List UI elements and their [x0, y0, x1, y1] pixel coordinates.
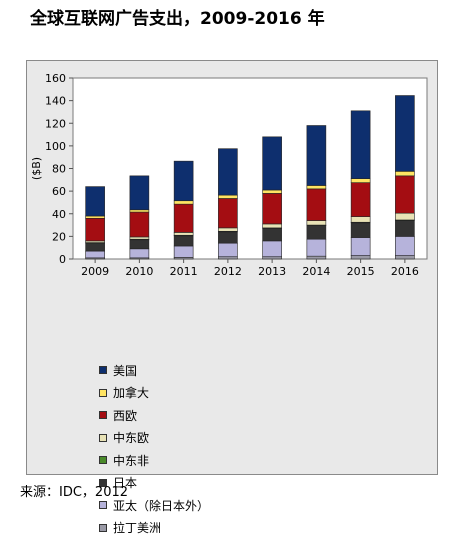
y-tick-label: 120 [45, 117, 66, 130]
y-tick-label: 60 [52, 185, 66, 198]
bar-segment [395, 95, 415, 172]
legend-swatch [99, 366, 107, 374]
bar-segment [350, 222, 371, 238]
bar-segment [129, 236, 150, 240]
bar-segment [85, 250, 105, 259]
x-tick-label: 2015 [347, 265, 375, 278]
bar-segment [173, 203, 194, 233]
source-note: 来源：IDC，2012 [20, 485, 129, 500]
bar-segment [129, 239, 150, 250]
bar-segment [350, 110, 371, 179]
y-tick-label: 140 [45, 95, 66, 108]
y-tick-label: 20 [52, 230, 66, 243]
plot-area [72, 77, 428, 260]
bar-segment [85, 215, 105, 219]
page-title: 全球互联网广告支出，2009-2016 年 [30, 9, 325, 29]
bar-segment [218, 231, 238, 244]
x-tick-label: 2014 [302, 265, 330, 278]
bar-segment [218, 198, 238, 229]
legend-label: 西欧 [113, 408, 138, 423]
bar-segment [306, 188, 327, 221]
y-tick-label: 80 [52, 163, 66, 176]
bar-segment [173, 232, 194, 236]
bar-segment [129, 175, 150, 211]
legend-label: 中东欧 [113, 431, 150, 445]
bar-segment [395, 236, 415, 256]
bar-segment [173, 235, 194, 247]
bar-segment [306, 125, 327, 186]
bar-segment [395, 220, 415, 237]
bar-segment [218, 242, 238, 258]
legend-label: 拉丁美洲 [113, 521, 162, 535]
bar-segment [306, 238, 327, 257]
bar-segment [218, 148, 238, 196]
bar-segment [129, 211, 150, 238]
y-tick-label: 40 [52, 208, 66, 221]
bar-segment [395, 255, 415, 260]
bar-segment [262, 228, 282, 242]
legend-swatch [99, 523, 107, 532]
legend-swatch [99, 388, 107, 397]
y-tick-label: 0 [59, 253, 66, 266]
bar-segment [306, 185, 327, 190]
bar-segment [262, 223, 282, 229]
legend-item: 拉丁美洲 [99, 519, 161, 537]
bar-segment [306, 220, 327, 226]
legend-label: 美国 [113, 363, 138, 378]
bar-segment [262, 256, 282, 260]
bar-segment [173, 160, 194, 202]
legend-item: 美国 [99, 361, 137, 379]
bar-segment [129, 209, 150, 213]
bar-segment [173, 245, 194, 258]
bar-segment [350, 237, 371, 256]
bar-segment [350, 216, 371, 223]
bar-segment [262, 189, 282, 194]
bar-segment [395, 171, 415, 177]
bar-segment [218, 256, 238, 260]
x-tick-label: 2016 [391, 265, 419, 278]
bar-segment [173, 200, 194, 205]
bar-segment [218, 194, 238, 199]
bar-segment [306, 225, 327, 240]
legend-item: 西欧 [99, 406, 137, 424]
legend-label: 中东非 [113, 453, 150, 468]
bar-segment [262, 136, 282, 191]
legend-swatch [99, 478, 107, 487]
legend-swatch [99, 411, 107, 419]
legend-item: 日本 [99, 474, 137, 492]
bar-segment [262, 240, 282, 258]
legend-label: 日本 [113, 476, 138, 490]
legend-swatch [99, 433, 107, 442]
bar-segment [350, 182, 371, 217]
bar-segment [129, 248, 150, 259]
legend-item: 中东非 [99, 451, 149, 469]
legend-swatch [99, 456, 107, 464]
bar-segment [262, 193, 282, 225]
legend-label: 加拿大 [113, 386, 150, 400]
y-tick-label: 160 [45, 72, 66, 85]
x-tick-label: 2010 [125, 265, 153, 278]
x-tick-label: 2013 [258, 265, 286, 278]
chart-panel: 0 20 40 60 80 100 120 140 160 ($B) 2009 2010 2011 201… [26, 60, 438, 535]
legend-swatch [99, 501, 107, 509]
bar-segment [350, 255, 371, 260]
x-tick-label: 2012 [214, 265, 242, 278]
legend-item: 加拿大 [99, 384, 149, 402]
y-tick-label: 100 [45, 140, 66, 153]
bar-segment [85, 242, 105, 252]
legend-item: 中东欧 [99, 429, 149, 447]
bar-segment [395, 175, 415, 214]
bar-segment [218, 227, 238, 232]
bar-segment [350, 178, 371, 183]
x-tick-label: 2011 [170, 265, 198, 278]
bar-segment [85, 186, 105, 217]
stacked-bar-chart: 0 20 40 60 80 100 120 140 160 ($B) 2009 2010 2011 201… [30, 72, 428, 278]
x-tick-label: 2009 [81, 265, 109, 278]
y-axis-label: ($B) [30, 157, 43, 180]
bar-segment [306, 255, 327, 260]
bar-segment [395, 212, 415, 221]
bar-segment [85, 217, 105, 242]
